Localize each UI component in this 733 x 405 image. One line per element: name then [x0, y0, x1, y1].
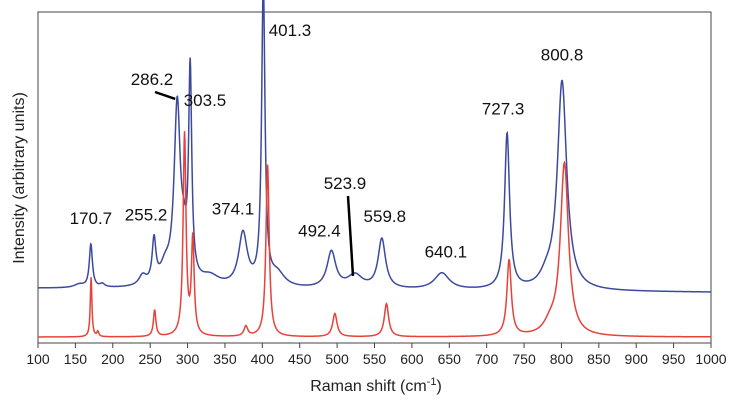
x-tick-label: 500	[325, 351, 349, 367]
x-tick-label: 150	[64, 351, 88, 367]
y-axis-title: Intensity (arbitrary units)	[11, 92, 28, 264]
peak-label: 401.3	[269, 21, 312, 40]
peak-label: 727.3	[482, 100, 525, 119]
peak-label: 800.8	[541, 45, 584, 64]
series-layer	[38, 0, 712, 338]
x-tick-label: 450	[288, 351, 312, 367]
peak-label: 286.2	[131, 70, 174, 89]
x-tick-label: 700	[475, 351, 499, 367]
peak-label: 559.8	[364, 207, 407, 226]
x-tick-label: 200	[101, 351, 125, 367]
x-tick-label: 900	[625, 351, 649, 367]
peak-label: 523.9	[324, 174, 367, 193]
leader-line	[154, 90, 176, 101]
peak-annotations: 170.7 255.2 286.2 303.5 374.1 401.3 492.4 523.9…	[70, 21, 584, 262]
x-tick-label: 400	[251, 351, 275, 367]
x-tick-label: 350	[213, 351, 237, 367]
x-tick-label: 850	[587, 351, 611, 367]
x-tick-label: 650	[438, 351, 462, 367]
x-axis-ticks: 100 150 200 250 300 350 400 450 500 550 600 650 700 7…	[26, 343, 727, 367]
x-tick-label: 750	[512, 351, 536, 367]
peak-label: 492.4	[298, 221, 341, 240]
peak-label: 374.1	[212, 199, 255, 218]
x-tick-label: 550	[363, 351, 387, 367]
x-tick-label: 100	[26, 351, 50, 367]
x-axis-title-text: Raman shift (cm	[310, 378, 426, 395]
series-line-2	[38, 131, 711, 338]
x-tick-label: 800	[550, 351, 574, 367]
leader-lines	[154, 90, 355, 276]
x-axis-title-superscript: -1	[427, 376, 437, 388]
x-tick-label: 1000	[695, 351, 726, 367]
series-line-1	[38, 0, 712, 293]
peak-label: 255.2	[125, 206, 168, 225]
x-axis-title: Raman shift (cm-1)	[310, 376, 442, 395]
x-tick-label: 300	[176, 351, 200, 367]
x-tick-label: 950	[662, 351, 686, 367]
peak-label: 170.7	[70, 209, 113, 228]
peak-label: 640.1	[425, 243, 468, 262]
plot-frame	[37, 11, 712, 344]
x-axis-title-suffix: )	[436, 378, 441, 395]
peak-label: 303.5	[184, 91, 227, 110]
x-tick-label: 600	[400, 351, 424, 367]
x-tick-label: 250	[138, 351, 162, 367]
leader-line	[346, 195, 355, 276]
